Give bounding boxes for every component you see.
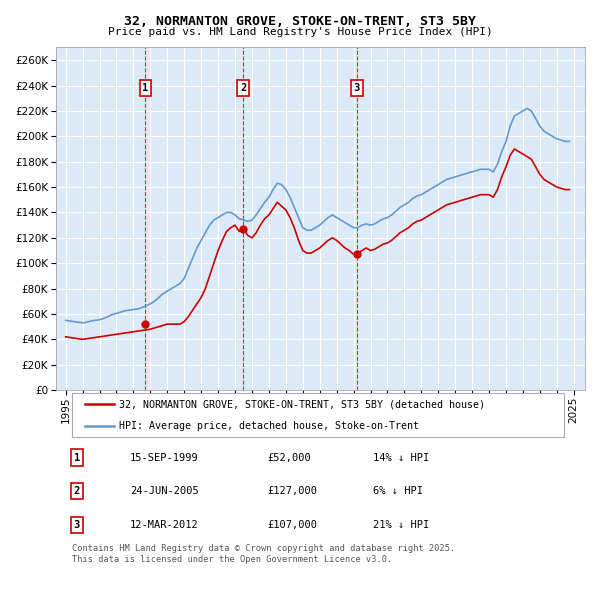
- Text: 32, NORMANTON GROVE, STOKE-ON-TRENT, ST3 5BY (detached house): 32, NORMANTON GROVE, STOKE-ON-TRENT, ST3…: [119, 399, 485, 409]
- Text: 2: 2: [240, 83, 246, 93]
- Text: 6% ↓ HPI: 6% ↓ HPI: [373, 486, 424, 496]
- Text: 1: 1: [74, 453, 80, 463]
- Text: £127,000: £127,000: [268, 486, 317, 496]
- Text: 12-MAR-2012: 12-MAR-2012: [130, 520, 199, 530]
- Text: £52,000: £52,000: [268, 453, 311, 463]
- FancyBboxPatch shape: [71, 392, 564, 437]
- Text: HPI: Average price, detached house, Stoke-on-Trent: HPI: Average price, detached house, Stok…: [119, 421, 419, 431]
- Text: Price paid vs. HM Land Registry's House Price Index (HPI): Price paid vs. HM Land Registry's House …: [107, 27, 493, 37]
- Text: 15-SEP-1999: 15-SEP-1999: [130, 453, 199, 463]
- Text: Contains HM Land Registry data © Crown copyright and database right 2025.
This d: Contains HM Land Registry data © Crown c…: [71, 545, 455, 563]
- Text: 3: 3: [74, 520, 80, 530]
- Text: 24-JUN-2005: 24-JUN-2005: [130, 486, 199, 496]
- Text: 1: 1: [142, 83, 148, 93]
- Text: 32, NORMANTON GROVE, STOKE-ON-TRENT, ST3 5BY: 32, NORMANTON GROVE, STOKE-ON-TRENT, ST3…: [124, 15, 476, 28]
- Text: 2: 2: [74, 486, 80, 496]
- Text: 14% ↓ HPI: 14% ↓ HPI: [373, 453, 430, 463]
- Text: £107,000: £107,000: [268, 520, 317, 530]
- Text: 3: 3: [354, 83, 360, 93]
- Text: 21% ↓ HPI: 21% ↓ HPI: [373, 520, 430, 530]
